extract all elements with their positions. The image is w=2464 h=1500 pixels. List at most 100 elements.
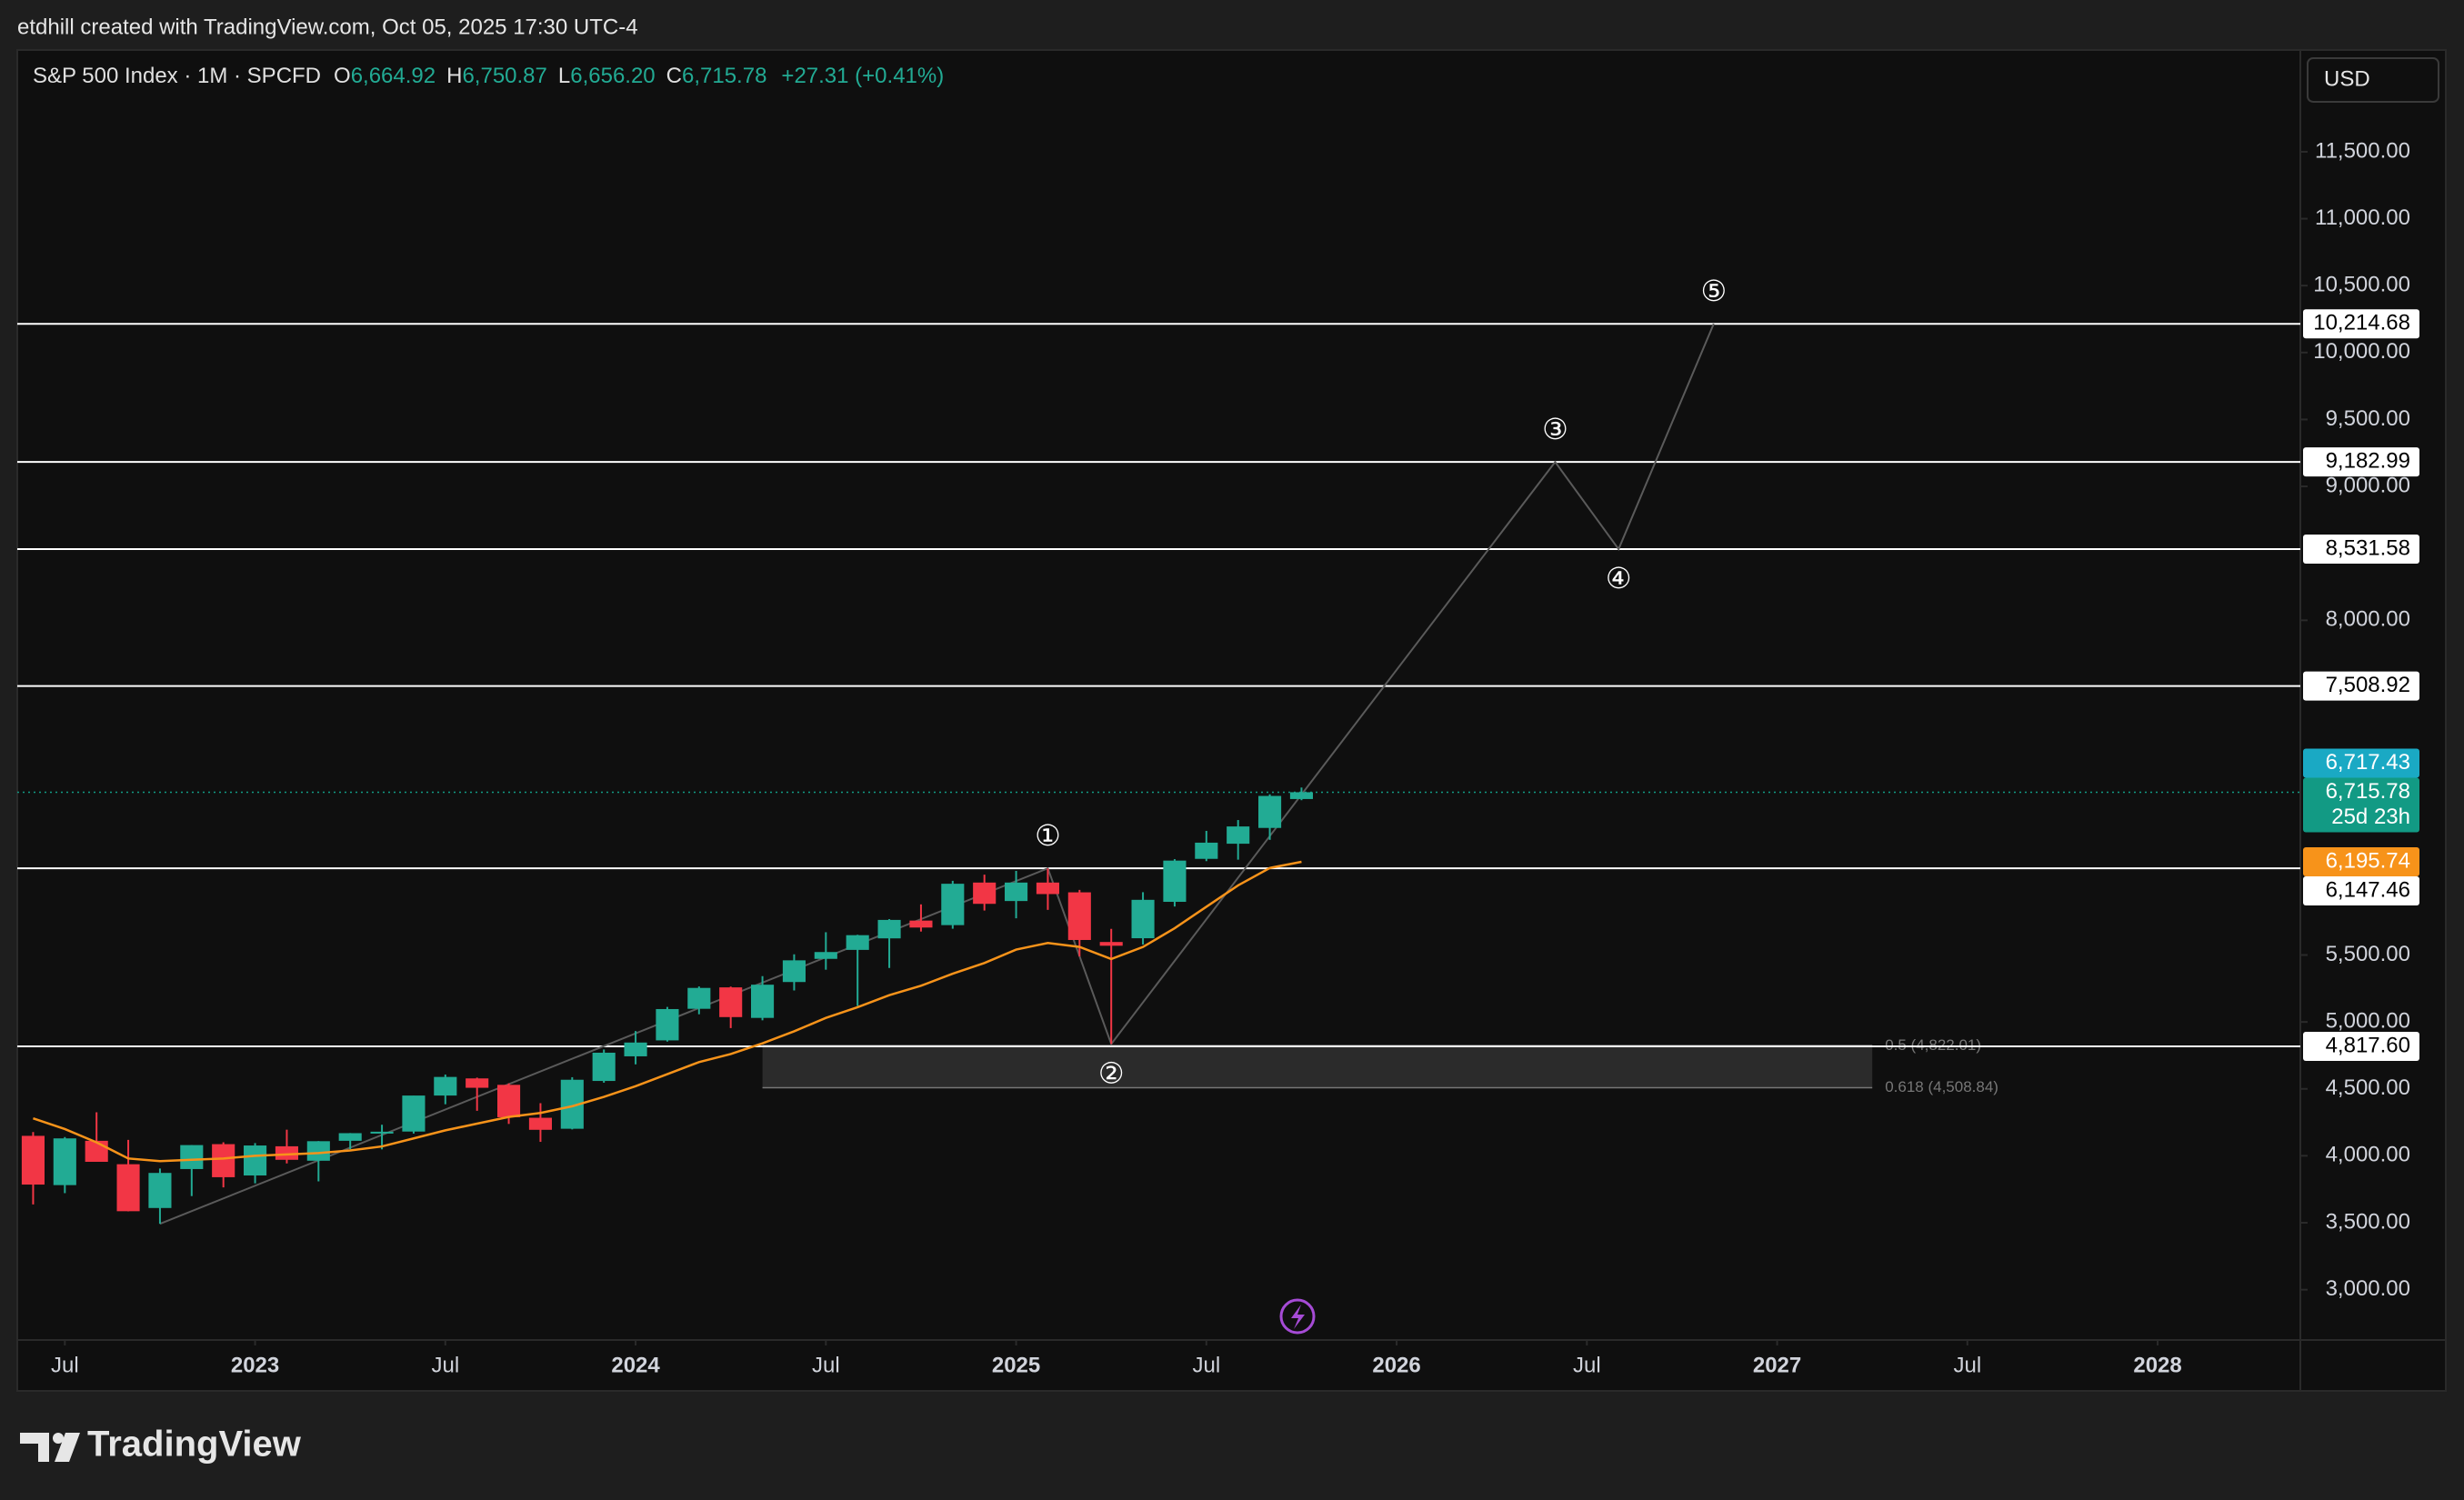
candle-body [85, 1140, 108, 1162]
price-label-box [2303, 748, 2419, 778]
candle-body [53, 1138, 76, 1185]
candle-body [212, 1144, 235, 1177]
wave-label: ④ [1606, 561, 1632, 595]
candle-body [116, 1164, 140, 1212]
candle-body [180, 1145, 204, 1169]
candle-body [148, 1173, 172, 1208]
x-tick-label: 2027 [1753, 1353, 1801, 1377]
x-tick-label: Jul [431, 1353, 459, 1377]
legend-key: L [557, 64, 571, 88]
candle-body [846, 935, 869, 950]
event-icon-bolt [1291, 1305, 1305, 1329]
candle-body [338, 1133, 362, 1141]
y-tick-label: 3,000.00 [2326, 1276, 2410, 1301]
x-tick-label: 2024 [611, 1353, 660, 1377]
price-label-box [2303, 777, 2419, 833]
candle-body [21, 1135, 45, 1185]
wave-label: ② [1098, 1055, 1125, 1090]
y-tick-label: 11,500.00 [2315, 138, 2410, 163]
candle-body [973, 882, 997, 905]
candle-body [434, 1076, 457, 1096]
price-label: 6,715.78 [2326, 779, 2410, 804]
legend-value: 6,664.92 [350, 64, 436, 88]
candle-body [1289, 792, 1313, 799]
candle-body [624, 1042, 647, 1056]
x-tick-label: Jul [812, 1353, 840, 1377]
y-tick-label: 9,000.00 [2326, 473, 2410, 497]
price-label: 7,508.92 [2326, 673, 2410, 697]
price-label-box [2303, 535, 2419, 565]
candle-body [751, 985, 775, 1018]
x-tick-label: Jul [1192, 1353, 1220, 1377]
price-label: 6,147.46 [2326, 877, 2410, 902]
price-label: 9,182.99 [2326, 448, 2410, 473]
candle-body [1258, 795, 1282, 828]
price-label-box [2303, 309, 2419, 339]
brand-logo [20, 1433, 80, 1462]
legend-title: S&P 500 Index · 1M · SPCFD [33, 64, 322, 88]
candle-body [306, 1141, 330, 1161]
candle-body [402, 1095, 426, 1132]
price-label-box [2303, 671, 2419, 701]
candle-body [275, 1145, 298, 1160]
price-label-box [2303, 876, 2419, 906]
legend-value: 6,656.20 [570, 64, 656, 88]
legend-value: 6,715.78 [682, 64, 767, 88]
candle-body [1005, 882, 1028, 902]
fib-label: 0.618 (4,508.84) [1885, 1078, 1998, 1095]
candle-body [1163, 860, 1187, 903]
candle-body [719, 987, 743, 1017]
y-tick-label: 5,500.00 [2326, 942, 2410, 966]
x-tick-label: Jul [1953, 1353, 1981, 1377]
price-label-countdown: 25d 23h [2331, 805, 2410, 829]
candle-body [782, 960, 806, 983]
currency[interactable]: USD [2324, 66, 2370, 91]
y-tick-label: 10,000.00 [2313, 339, 2410, 364]
price-label-box [2303, 1031, 2419, 1061]
x-tick-label: 2025 [992, 1353, 1040, 1377]
y-tick-label: 11,000.00 [2315, 205, 2410, 230]
candle-body [1036, 882, 1059, 895]
header: etdhill created with TradingView.com, Oc… [17, 15, 638, 39]
candle-body [244, 1145, 267, 1176]
candle-body [656, 1008, 679, 1041]
candle-body [1099, 942, 1123, 946]
brand: TradingView [87, 1425, 302, 1465]
x-tick-label: 2026 [1372, 1353, 1420, 1377]
x-tick-label: Jul [51, 1353, 79, 1377]
fib-label: 0.5 (4,822.01) [1885, 1036, 1981, 1054]
x-tick-label: 2028 [2133, 1353, 2181, 1377]
candle-body [687, 987, 711, 1009]
wave-label: ③ [1542, 412, 1568, 446]
legend-change: +27.31 (+0.41%) [781, 64, 945, 88]
legend-key: C [666, 64, 682, 88]
legend-key: H [446, 64, 463, 88]
legend-value: 6,750.87 [462, 64, 547, 88]
y-tick-label: 9,500.00 [2326, 406, 2410, 431]
candle-body [941, 884, 965, 925]
price-label-box [2303, 447, 2419, 477]
y-tick-label: 8,000.00 [2326, 607, 2410, 632]
candle-body [370, 1131, 394, 1134]
event-icon[interactable] [1279, 1298, 1316, 1335]
legend-key: O [334, 64, 351, 88]
candle-body [592, 1052, 616, 1082]
price-label: 6,195.74 [2326, 848, 2410, 873]
wave-label: ⑤ [1700, 274, 1727, 308]
candle-body [466, 1078, 489, 1088]
y-tick-label: 10,500.00 [2313, 273, 2410, 297]
price-label: 6,717.43 [2326, 750, 2410, 775]
y-tick-label: 5,000.00 [2326, 1008, 2410, 1033]
candle-body [1195, 842, 1218, 859]
fib-zone [762, 1045, 1873, 1088]
candle-body [877, 919, 901, 939]
wave-label: ① [1035, 818, 1061, 853]
candle-body [1067, 892, 1091, 940]
candle-body [528, 1117, 552, 1130]
price-label: 4,817.60 [2326, 1033, 2410, 1057]
candle-body [1227, 826, 1250, 845]
legend: S&P 500 Index · 1M · SPCFD O6,664.92 H6,75… [33, 64, 947, 89]
y-tick-label: 3,500.00 [2326, 1209, 2410, 1234]
currency-box[interactable] [2307, 57, 2439, 103]
